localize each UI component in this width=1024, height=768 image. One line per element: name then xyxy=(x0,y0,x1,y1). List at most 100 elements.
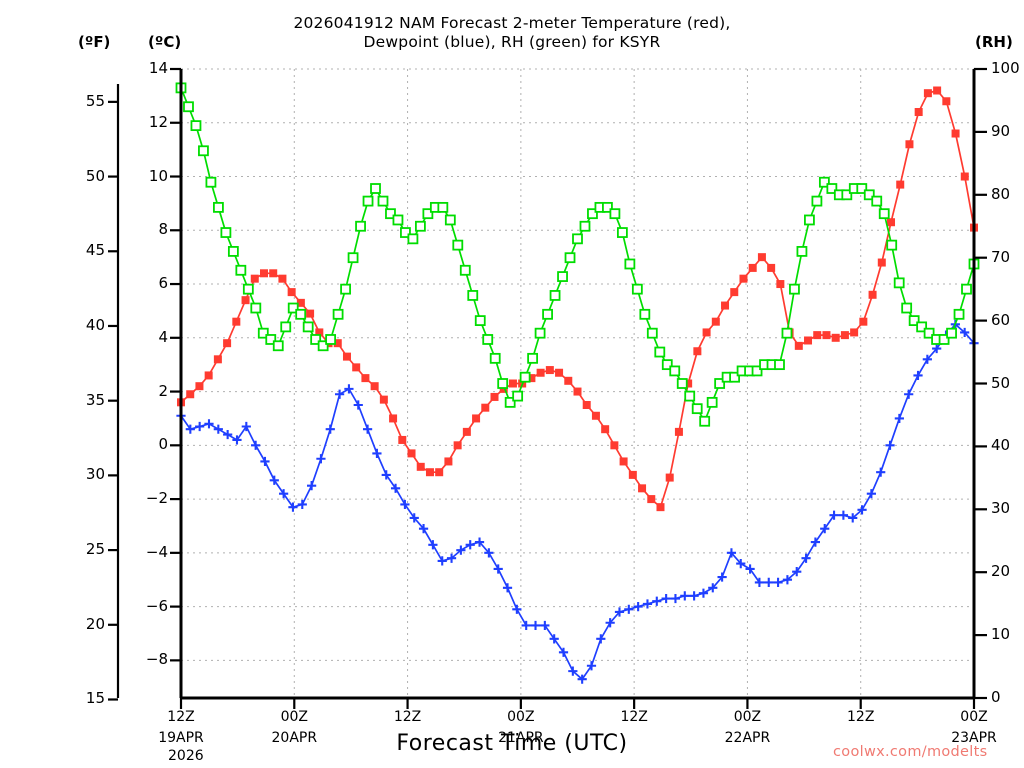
marker-plus xyxy=(213,424,223,434)
series-rh xyxy=(175,82,980,427)
marker-open-square xyxy=(295,308,307,320)
marker-open-square xyxy=(871,195,883,207)
marker-open-square xyxy=(512,390,524,402)
marker-open-square xyxy=(355,220,366,232)
marker-plus xyxy=(614,607,625,617)
marker-plus xyxy=(717,572,727,582)
xtick-date-1: 20APR xyxy=(271,730,318,746)
ytick-rh-40: 40 xyxy=(991,436,1011,455)
marker-open-square xyxy=(676,378,688,389)
marker-open-square xyxy=(272,340,284,352)
marker-plus xyxy=(512,604,522,614)
marker-open-square xyxy=(878,208,890,220)
marker-plus xyxy=(661,593,671,604)
marker-open-square xyxy=(841,189,853,201)
marker-filled-square xyxy=(951,129,960,138)
marker-filled-square xyxy=(813,331,822,340)
marker-filled-square xyxy=(186,390,195,399)
marker-plus xyxy=(297,499,307,510)
ytick-rh-30: 30 xyxy=(991,499,1011,518)
xtick-date-3: 21APR xyxy=(498,730,544,746)
marker-filled-square xyxy=(840,331,849,340)
marker-filled-square xyxy=(241,296,250,305)
marker-filled-square xyxy=(508,379,517,388)
marker-open-square xyxy=(616,227,628,238)
marker-filled-square xyxy=(711,317,720,326)
marker-plus xyxy=(288,502,298,512)
ytick-fahrenheit-40: 40 xyxy=(85,315,105,334)
marker-plus xyxy=(894,413,904,424)
marker-open-square xyxy=(317,340,329,352)
marker-open-square xyxy=(706,396,718,408)
marker-filled-square xyxy=(896,180,905,189)
marker-plus xyxy=(568,666,578,676)
marker-filled-square xyxy=(914,108,923,117)
ytick-rh-90: 90 xyxy=(991,121,1011,140)
marker-open-square xyxy=(886,239,898,251)
marker-plus xyxy=(876,467,886,477)
ytick-celsius-10: 10 xyxy=(148,166,168,185)
marker-plus xyxy=(708,583,718,593)
marker-open-square xyxy=(227,246,239,257)
marker-filled-square xyxy=(259,269,268,278)
marker-open-square xyxy=(602,201,613,213)
marker-filled-square xyxy=(730,288,739,297)
marker-filled-square xyxy=(527,374,536,383)
marker-filled-square xyxy=(868,290,877,299)
marker-open-square xyxy=(542,308,553,320)
marker-open-square xyxy=(377,195,389,207)
marker-filled-square xyxy=(453,441,462,450)
marker-filled-square xyxy=(877,258,886,267)
marker-plus xyxy=(922,354,932,364)
marker-open-square xyxy=(280,321,292,333)
marker-plus xyxy=(801,553,811,563)
marker-filled-square xyxy=(665,473,674,482)
marker-open-square xyxy=(213,201,224,213)
marker-filled-square xyxy=(933,86,942,95)
marker-open-square xyxy=(631,283,643,295)
marker-open-square xyxy=(953,308,965,320)
marker-filled-square xyxy=(684,379,693,388)
marker-open-square xyxy=(609,208,621,220)
marker-filled-square xyxy=(905,140,914,149)
marker-filled-square xyxy=(573,387,582,396)
marker-filled-square xyxy=(269,269,278,278)
marker-open-square xyxy=(549,290,561,301)
marker-plus xyxy=(279,489,289,499)
marker-filled-square xyxy=(389,414,398,423)
xtick-time-6: 12Z xyxy=(847,709,875,725)
marker-open-square xyxy=(325,334,337,345)
marker-filled-square xyxy=(887,218,896,227)
ytick-celsius-6: 6 xyxy=(158,274,168,293)
ytick-rh-10: 10 xyxy=(991,625,1011,644)
marker-open-square xyxy=(811,195,823,207)
marker-filled-square xyxy=(555,368,564,377)
ytick-celsius--4: −4 xyxy=(145,542,168,561)
series-temperature xyxy=(177,86,978,512)
series-line xyxy=(180,323,975,681)
marker-filled-square xyxy=(333,339,342,348)
marker-filled-square xyxy=(278,274,287,283)
watermark: coolwx.com/modelts xyxy=(833,744,988,760)
marker-filled-square xyxy=(923,89,932,98)
axis-unit-rh: (RH) xyxy=(975,33,1013,51)
ytick-rh-100: 100 xyxy=(991,59,1020,77)
marker-plus xyxy=(390,483,401,493)
marker-open-square xyxy=(916,321,928,333)
ytick-celsius-14: 14 xyxy=(148,59,168,77)
marker-filled-square xyxy=(739,274,748,283)
marker-filled-square xyxy=(370,382,379,391)
marker-plus xyxy=(484,548,494,558)
marker-open-square xyxy=(400,227,411,238)
marker-plus xyxy=(362,424,373,434)
marker-open-square xyxy=(347,252,359,264)
marker-plus xyxy=(624,604,634,614)
marker-open-square xyxy=(908,315,920,327)
marker-filled-square xyxy=(204,371,213,380)
marker-open-square xyxy=(863,189,875,201)
marker-open-square xyxy=(310,334,322,345)
marker-plus xyxy=(885,440,895,450)
marker-plus xyxy=(204,419,214,429)
marker-plus xyxy=(558,647,569,657)
marker-open-square xyxy=(220,227,232,238)
